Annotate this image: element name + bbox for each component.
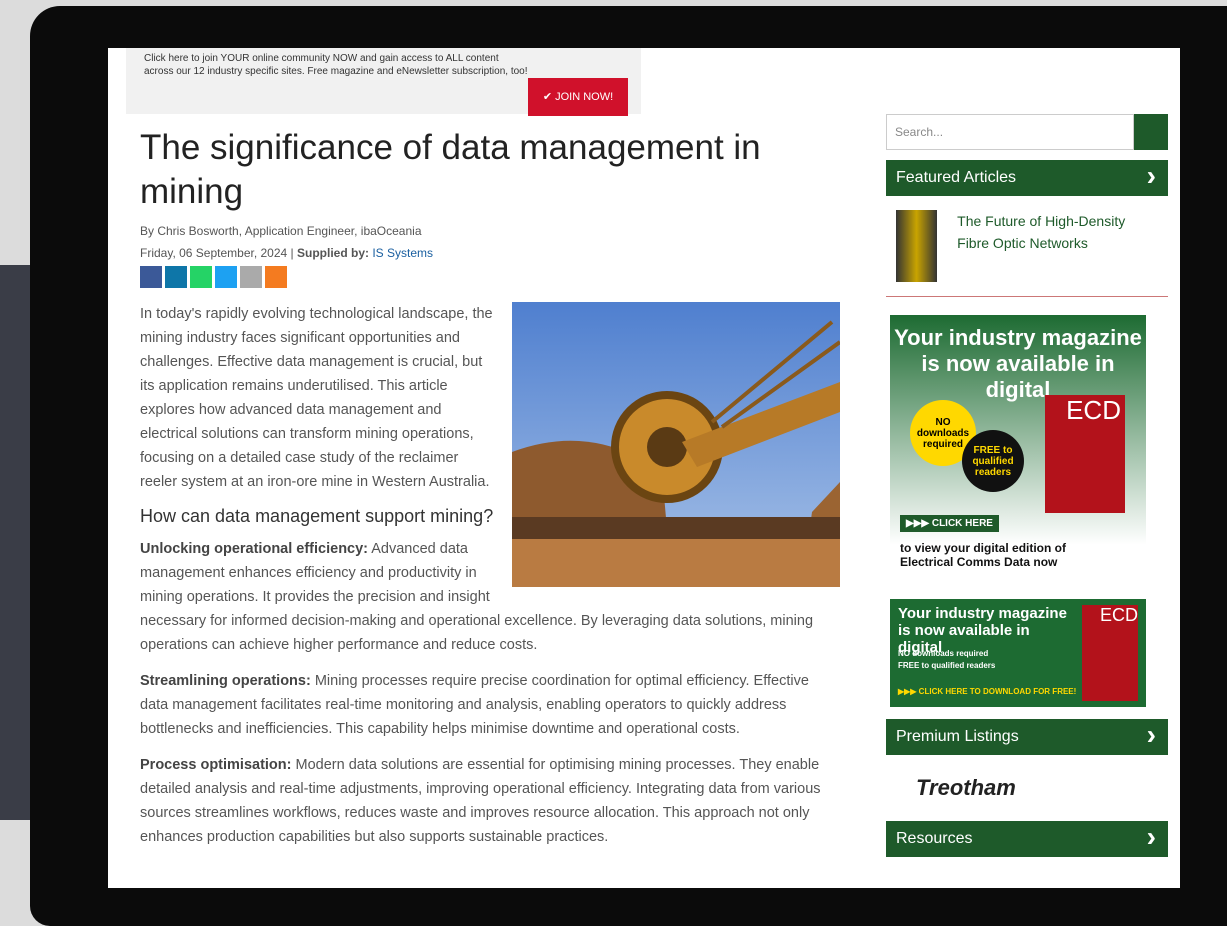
screen: Click here to join YOUR online community…	[108, 48, 1180, 888]
share-icons	[140, 266, 840, 288]
resources-header[interactable]: Resources	[886, 821, 1168, 857]
paragraph-lead: Streamlining operations:	[140, 673, 311, 689]
article-image	[512, 302, 840, 587]
ad-digital-magazine[interactable]: Your industry magazine is now available …	[890, 315, 1146, 585]
join-button[interactable]: ✔ JOIN NOW!	[528, 78, 628, 116]
ad-cta[interactable]: ▶▶▶ CLICK HERE TO DOWNLOAD FOR FREE!	[898, 687, 1076, 696]
ad-line: NO downloads required	[898, 649, 988, 658]
search-button[interactable]	[1134, 114, 1168, 150]
ad-headline: Your industry magazine is now available …	[890, 315, 1146, 403]
ad-magazine: ECD	[1045, 395, 1125, 513]
featured-thumb	[896, 210, 937, 282]
dateline: Friday, 06 September, 2024 | Supplied by…	[140, 246, 840, 260]
share-linkedin[interactable]	[165, 266, 187, 288]
share-link[interactable]	[265, 266, 287, 288]
ad-badge: FREE to qualified readers	[962, 430, 1024, 492]
sidebar: Search... Featured Articles The Future o…	[886, 114, 1168, 857]
supplied-label: Supplied by:	[297, 246, 369, 260]
banner-text: Click here to join YOUR online community…	[144, 52, 529, 78]
ad-line: FREE to qualified readers	[898, 661, 995, 670]
join-banner[interactable]: Click here to join YOUR online community…	[126, 48, 641, 114]
share-twitter[interactable]	[215, 266, 237, 288]
page: Click here to join YOUR online community…	[0, 0, 1227, 920]
share-facebook[interactable]	[140, 266, 162, 288]
date: Friday, 06 September, 2024 |	[140, 246, 294, 260]
search: Search...	[886, 114, 1168, 150]
ad-footer: to view your digital edition of Electric…	[900, 541, 1070, 569]
byline: By Chris Bosworth, Application Engineer,…	[140, 224, 840, 238]
paragraph: Streamlining operations: Mining processe…	[140, 669, 840, 741]
paragraph: Process optimisation: Modern data soluti…	[140, 753, 840, 849]
featured-title[interactable]: The Future of High-Density Fibre Optic N…	[957, 210, 1158, 282]
premium-header[interactable]: Premium Listings	[886, 719, 1168, 755]
paragraph-lead: Unlocking operational efficiency:	[140, 541, 368, 557]
supplier-link[interactable]: IS Systems	[372, 246, 433, 260]
ad-digital-magazine-small[interactable]: Your industry magazine is now available …	[890, 599, 1146, 707]
featured-item[interactable]: The Future of High-Density Fibre Optic N…	[886, 196, 1168, 297]
paragraph-lead: Process optimisation:	[140, 757, 291, 773]
share-email[interactable]	[240, 266, 262, 288]
article: The significance of data management in m…	[140, 126, 840, 861]
featured-header[interactable]: Featured Articles	[886, 160, 1168, 196]
article-title: The significance of data management in m…	[140, 126, 840, 214]
search-input[interactable]: Search...	[886, 114, 1134, 150]
ad-magazine: ECD	[1082, 605, 1138, 701]
ad-cta[interactable]: ▶▶▶ CLICK HERE	[900, 515, 999, 532]
premium-logo[interactable]: Treotham	[886, 755, 1168, 821]
share-whatsapp[interactable]	[190, 266, 212, 288]
